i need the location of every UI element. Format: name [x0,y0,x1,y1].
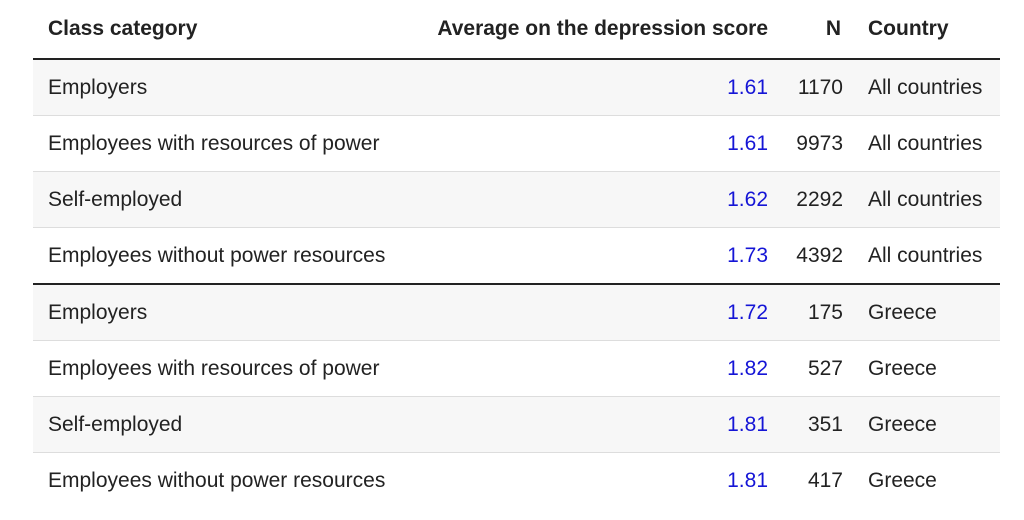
count-cell: 9973 [780,115,853,172]
score-cell: 1.61 [420,59,780,116]
class-category-cell: Employees without power resources [48,468,386,492]
country-cell: All countries [853,59,1000,116]
class-category-cell: Employees with resources of power [33,115,420,172]
class-category-cell: Employees with resources of power [33,340,420,397]
score-cell: 1.72 [420,284,780,341]
score-cell: 1.82 [420,340,780,397]
country-cell: Greece [853,396,1000,453]
table-row: Employees with resources of power 1.82 527… [33,340,1000,397]
score-cell: 1.81 [727,468,768,492]
country-cell: Greece [868,468,937,492]
country-cell: All countries [853,115,1000,172]
table-row: Self-employed 1.62 2292 All countries [33,171,1000,228]
column-header: Country [853,0,1000,60]
class-category-cell: Self-employed [33,396,420,453]
table-row: Employers 1.72 175 Greece [33,284,1000,341]
class-category-cell: Employers [33,59,420,116]
class-category-cell: Employers [33,284,420,341]
column-header: N [780,0,853,60]
count-cell: 4392 [780,227,853,285]
country-cell: Greece [853,340,1000,397]
table-row: Employees without power resources 1.81 417… [33,453,1000,509]
table-row: Employers 1.61 1170 All countries [33,59,1000,116]
score-cell: 1.73 [420,227,780,285]
count-cell: 417 [807,468,843,492]
count-cell: 1170 [780,59,853,116]
country-cell: All countries [853,227,1000,285]
class-category-cell: Employees without power resources [33,227,420,285]
class-category-cell: Self-employed [33,171,420,228]
column-header: Average on the depression score [420,0,780,60]
table-body: Employers 1.61 1170 All countries Employees … [33,59,1000,508]
data-table: Class category Average on the depression … [33,0,1000,508]
table-row: Employees without power resources 1.73 439… [33,227,1000,285]
table-header: Class category Average on the depression … [33,0,1000,60]
score-cell: 1.81 [420,396,780,453]
column-header: Class category [33,0,420,60]
score-cell: 1.62 [420,171,780,228]
count-cell: 351 [780,396,853,453]
table-row: Employees with resources of power 1.61 997… [33,115,1000,172]
count-cell: 527 [780,340,853,397]
count-cell: 175 [780,284,853,341]
header-row: Class category Average on the depression … [33,0,1000,60]
country-cell: Greece [853,284,1000,341]
country-cell: All countries [853,171,1000,228]
score-cell: 1.61 [420,115,780,172]
table-row: Self-employed 1.81 351 Greece [33,396,1000,453]
count-cell: 2292 [780,171,853,228]
